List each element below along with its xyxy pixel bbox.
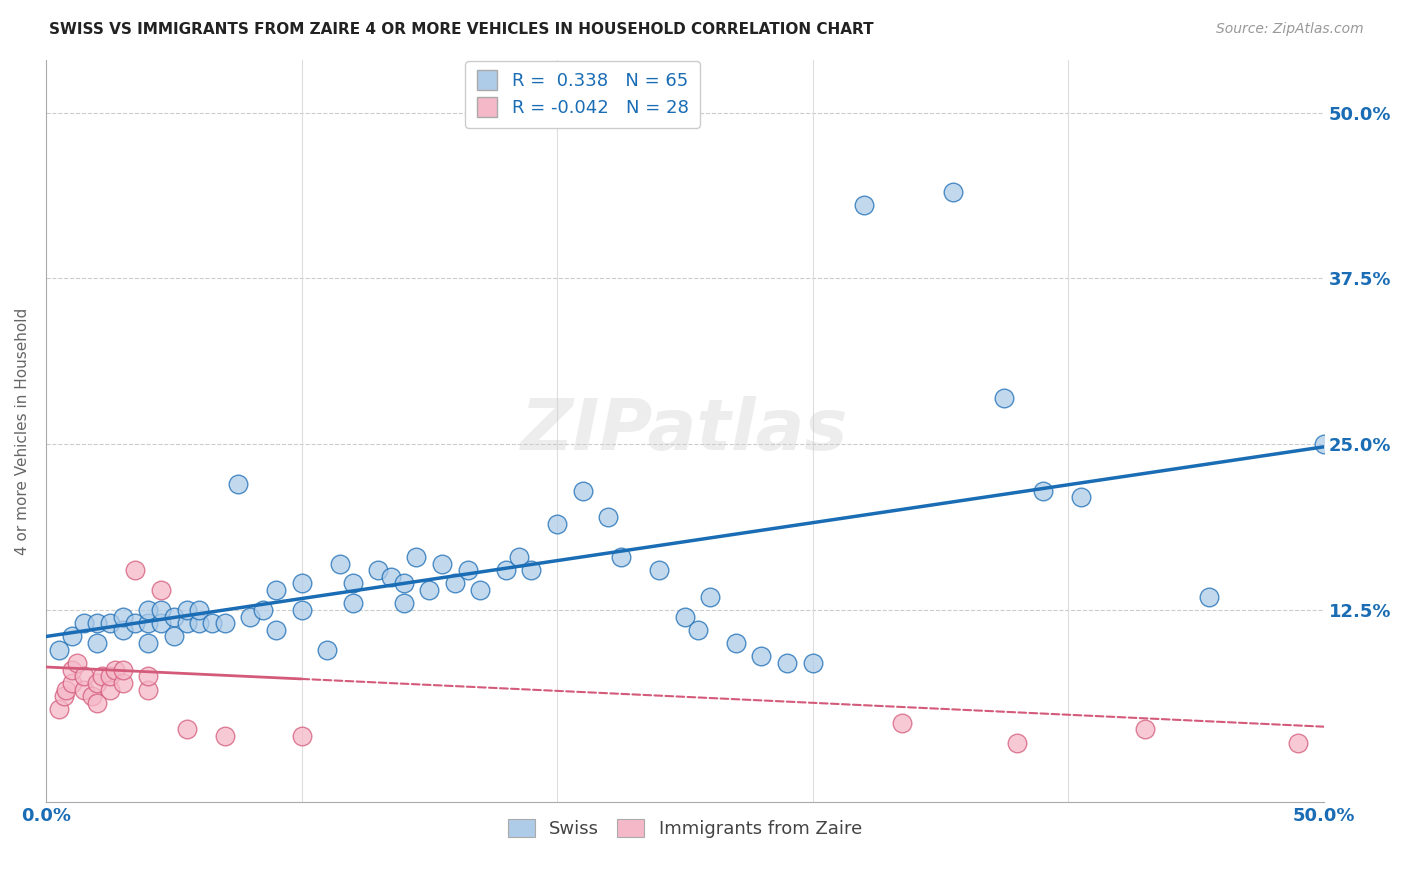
Text: ZIPatlas: ZIPatlas — [522, 396, 848, 466]
Point — [392, 576, 415, 591]
Point — [80, 689, 103, 703]
Y-axis label: 4 or more Vehicles in Household: 4 or more Vehicles in Household — [15, 308, 30, 555]
Point — [392, 596, 415, 610]
Point — [52, 689, 75, 703]
Point — [252, 603, 274, 617]
Point — [149, 583, 172, 598]
Point — [329, 557, 352, 571]
Point — [673, 609, 696, 624]
Legend: Swiss, Immigrants from Zaire: Swiss, Immigrants from Zaire — [501, 812, 869, 846]
Point — [316, 642, 339, 657]
Point — [290, 576, 312, 591]
Point — [86, 696, 108, 710]
Point — [942, 185, 965, 199]
Text: Source: ZipAtlas.com: Source: ZipAtlas.com — [1216, 22, 1364, 37]
Point — [176, 723, 198, 737]
Point — [598, 510, 620, 524]
Point — [86, 676, 108, 690]
Point — [648, 563, 671, 577]
Point — [73, 616, 96, 631]
Point — [60, 630, 83, 644]
Point — [214, 729, 236, 743]
Point — [66, 656, 89, 670]
Point — [111, 663, 134, 677]
Point — [520, 563, 543, 577]
Point — [91, 669, 114, 683]
Point — [201, 616, 224, 631]
Point — [226, 477, 249, 491]
Point — [264, 583, 287, 598]
Point — [430, 557, 453, 571]
Point — [163, 609, 186, 624]
Point — [48, 702, 70, 716]
Point — [188, 603, 211, 617]
Point — [1198, 590, 1220, 604]
Point — [98, 669, 121, 683]
Point — [380, 570, 402, 584]
Point — [1133, 723, 1156, 737]
Point — [751, 649, 773, 664]
Point — [73, 682, 96, 697]
Text: SWISS VS IMMIGRANTS FROM ZAIRE 4 OR MORE VEHICLES IN HOUSEHOLD CORRELATION CHART: SWISS VS IMMIGRANTS FROM ZAIRE 4 OR MORE… — [49, 22, 875, 37]
Point — [176, 603, 198, 617]
Point — [48, 642, 70, 657]
Point — [214, 616, 236, 631]
Point — [443, 576, 465, 591]
Point — [104, 663, 127, 677]
Point — [176, 616, 198, 631]
Point — [852, 198, 875, 212]
Point — [1286, 736, 1309, 750]
Point — [1312, 437, 1334, 451]
Point — [724, 636, 747, 650]
Point — [136, 669, 159, 683]
Point — [136, 616, 159, 631]
Point — [610, 549, 633, 564]
Point — [124, 563, 146, 577]
Point — [571, 483, 593, 498]
Point — [60, 676, 83, 690]
Point — [111, 676, 134, 690]
Point — [111, 623, 134, 637]
Point — [1070, 490, 1092, 504]
Point — [1032, 483, 1054, 498]
Point — [508, 549, 530, 564]
Point — [149, 603, 172, 617]
Point — [776, 656, 799, 670]
Point — [699, 590, 721, 604]
Point — [342, 596, 364, 610]
Point — [264, 623, 287, 637]
Point — [367, 563, 389, 577]
Point — [993, 391, 1015, 405]
Point — [136, 682, 159, 697]
Point — [239, 609, 262, 624]
Point — [470, 583, 492, 598]
Point — [290, 603, 312, 617]
Point — [136, 636, 159, 650]
Point — [55, 682, 77, 697]
Point — [546, 516, 568, 531]
Point — [188, 616, 211, 631]
Point — [418, 583, 440, 598]
Point — [290, 729, 312, 743]
Point — [405, 549, 427, 564]
Point — [98, 616, 121, 631]
Point — [149, 616, 172, 631]
Point — [686, 623, 709, 637]
Point — [1005, 736, 1028, 750]
Point — [801, 656, 824, 670]
Point — [60, 663, 83, 677]
Point — [457, 563, 479, 577]
Point — [495, 563, 517, 577]
Point — [111, 609, 134, 624]
Point — [342, 576, 364, 591]
Point — [163, 630, 186, 644]
Point — [891, 715, 914, 730]
Point — [86, 616, 108, 631]
Point — [98, 682, 121, 697]
Point — [136, 603, 159, 617]
Point — [86, 636, 108, 650]
Point — [124, 616, 146, 631]
Point — [73, 669, 96, 683]
